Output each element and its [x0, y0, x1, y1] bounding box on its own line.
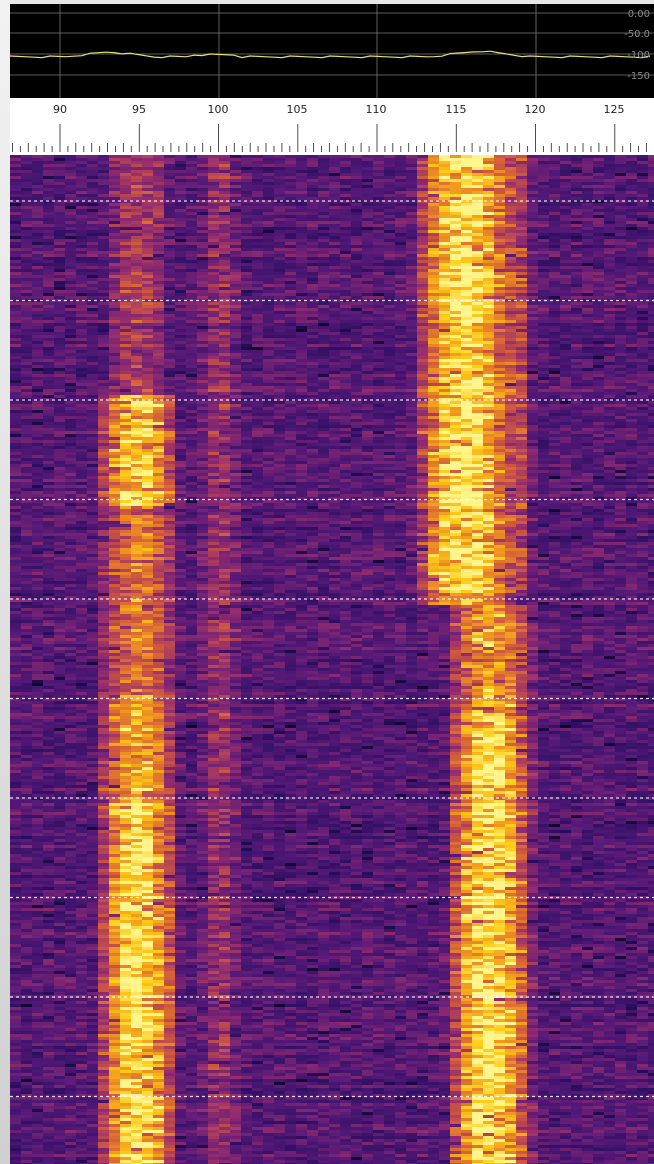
db-label-1: -50.0 — [624, 29, 650, 40]
frequency-ruler-scale[interactable]: 90 95 100 105 110 115 120 125 — [10, 98, 654, 155]
db-label-0: 0.00 — [628, 9, 650, 20]
waterfall-display[interactable] — [10, 155, 654, 1164]
freq-label-110: 110 — [366, 103, 387, 116]
spectrum-grid — [10, 4, 654, 98]
spectrum-trace — [10, 50, 651, 59]
db-scale: 0.00 -50.0 -100 -150 — [624, 9, 650, 82]
frequency-ruler[interactable]: 90 95 100 105 110 115 120 125 — [10, 98, 654, 155]
freq-label-125: 125 — [604, 103, 625, 116]
ruler-ticks — [12, 124, 647, 152]
spectrum-plot[interactable]: 0.00 -50.0 -100 -150 — [10, 4, 654, 98]
freq-label-100: 100 — [208, 103, 229, 116]
freq-label-115: 115 — [446, 103, 467, 116]
freq-label-95: 95 — [132, 103, 146, 116]
ruler-labels: 90 95 100 105 110 115 120 125 — [53, 103, 625, 116]
time-marker-layer — [10, 200, 654, 1098]
spectrum-panel[interactable]: 0.00 -50.0 -100 -150 — [10, 4, 654, 98]
freq-label-105: 105 — [287, 103, 308, 116]
db-label-2: -100 — [627, 50, 650, 61]
window-left-edge — [0, 0, 10, 1164]
freq-label-90: 90 — [53, 103, 67, 116]
freq-label-120: 120 — [525, 103, 546, 116]
db-label-3: -150 — [627, 71, 650, 82]
waterfall-panel[interactable] — [10, 155, 654, 1164]
